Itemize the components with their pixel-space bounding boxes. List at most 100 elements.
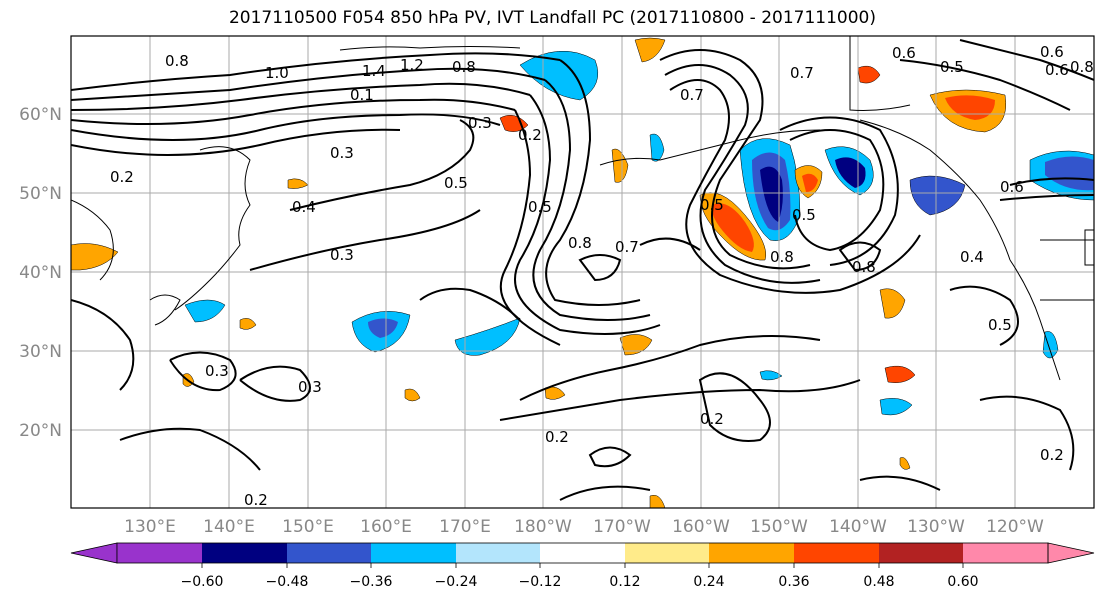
contour-labels: 0.8 1.0 1.4 1.2 0.8 0.7 0.6 0.5 0.6 0.8 … [110,43,1094,509]
colorbar-tick-label: −0.48 [266,574,309,590]
colorbar-tick-label: 0.60 [947,574,978,590]
colorbar-segment [371,543,456,563]
contour-label: 0.4 [292,198,316,216]
lon-label: 160°E [360,517,412,537]
lon-label: 180°W [514,517,572,537]
colorbar-tick-label: −0.24 [435,574,478,590]
lon-label: 160°W [672,517,730,537]
contour-label: 0.2 [518,126,542,144]
contour-label: 0.5 [792,206,816,224]
anomaly-neg-sm1 [759,370,783,381]
contour-label: 0.6 [1040,43,1064,61]
map-title: 2017110500 F054 850 hPa PV, IVT Landfall… [228,8,876,28]
anomaly-neg-gulf-core2 [760,166,783,222]
colorbar-segment [963,543,1048,563]
lon-label: 140°E [203,517,255,537]
lat-label: 20°N [19,421,62,441]
colorbar-extend-left [70,542,118,564]
anomaly-pos-2-core [802,173,818,192]
contours [71,39,1094,501]
colorbar: −0.60 −0.48 −0.36 −0.24 −0.12 0.12 0.24 … [70,542,1095,590]
contour-label: 0.6 [1045,61,1069,79]
graticule [71,36,1094,508]
colorbar-segment [456,543,540,563]
colorbar-segment [117,543,202,563]
lat-label: 30°N [19,342,62,362]
contour-label: 0.4 [960,248,984,266]
contour-label: 0.8 [165,52,189,70]
contour-label: 0.5 [700,196,724,214]
anomaly-neg-mid2 [454,317,521,356]
lat-label: 50°N [19,184,62,204]
contour-label: 0.1 [350,86,374,104]
colorbar-tick-label: −0.60 [181,574,224,590]
contour-label: 0.5 [528,198,552,216]
contour-label: 1.2 [400,56,424,74]
coastlines [71,36,1094,381]
contour-label: 0.7 [615,238,639,256]
lon-label: 140°W [829,517,887,537]
anomaly-pos-gulf-core [711,203,754,252]
contour-label: 0.8 [770,248,794,266]
colorbar-tick-label: 0.24 [693,574,724,590]
anomaly-pos-mid2 [879,288,906,319]
anomaly-neg-mid1-core [368,318,398,338]
contour-label: 0.2 [700,410,724,428]
anomaly-pos-sm2 [499,114,529,132]
anomaly-pos-mid3 [884,365,916,383]
colorbar-segment [794,543,879,563]
colorbar-tick-label: 0.48 [863,574,894,590]
lon-label: 130°E [124,517,176,537]
anomaly-neg-east-core [1045,156,1094,191]
colorbar-tick-label: −0.36 [350,574,393,590]
colorbar-tick-label: 0.12 [609,574,640,590]
lon-label: 150°E [282,517,334,537]
contour-label: 0.2 [545,428,569,446]
map-border [70,35,1095,509]
contour-label: 0.8 [852,258,876,276]
anomaly-pos-sm3 [611,148,629,183]
colorbar-tick-label: −0.12 [519,574,562,590]
colorbar-segment [879,543,963,563]
anomaly-neg-japan [184,299,226,323]
colorbar-extend-right [1047,542,1095,564]
lon-label: 170°E [439,517,491,537]
colorbar-segment [287,543,371,563]
colorbar-tick-label: 0.36 [778,574,809,590]
anomaly-pos-mid1 [619,334,653,356]
contour-label: 0.8 [568,234,592,252]
anomaly-pos-top [634,37,666,63]
lon-label: 120°W [986,517,1044,537]
contour-label: 0.3 [205,362,229,380]
colorbar-segment [540,543,625,563]
contour-label: 0.6 [1000,178,1024,196]
lon-label: 130°W [907,517,965,537]
contour-label: 0.7 [790,64,814,82]
lon-label: 150°W [750,517,808,537]
contour-label: 0.3 [330,246,354,264]
lon-label: 170°W [593,517,651,537]
anomaly-pos-west [71,243,119,271]
colorbar-outline [116,542,1049,564]
anomaly-neg-hi [879,398,913,416]
contour-label: 0.5 [444,174,468,192]
contour-label: 0.5 [940,58,964,76]
contour-label: 0.7 [680,86,704,104]
anomaly-pos-sm10 [649,495,666,508]
anomaly-neg-north [519,50,599,101]
colorbar-segment [709,543,794,563]
contour-label: 1.0 [265,64,289,82]
longitude-labels: 130°E 140°E 150°E 160°E 170°E 180°W 170°… [124,517,1044,537]
colorbar-segment [625,543,709,563]
contour-label: 0.3 [330,144,354,162]
contour-label: 0.5 [988,316,1012,334]
contour-label: 1.4 [362,62,386,80]
contour-label: 0.2 [244,491,268,509]
contour-label: 0.6 [892,44,916,62]
contour-label: 0.8 [1070,58,1094,76]
contour-label: 0.3 [468,114,492,132]
anomaly-pos-sm4 [239,318,257,330]
colorbar-segment [202,543,287,563]
contour-label: 0.2 [1040,446,1064,464]
